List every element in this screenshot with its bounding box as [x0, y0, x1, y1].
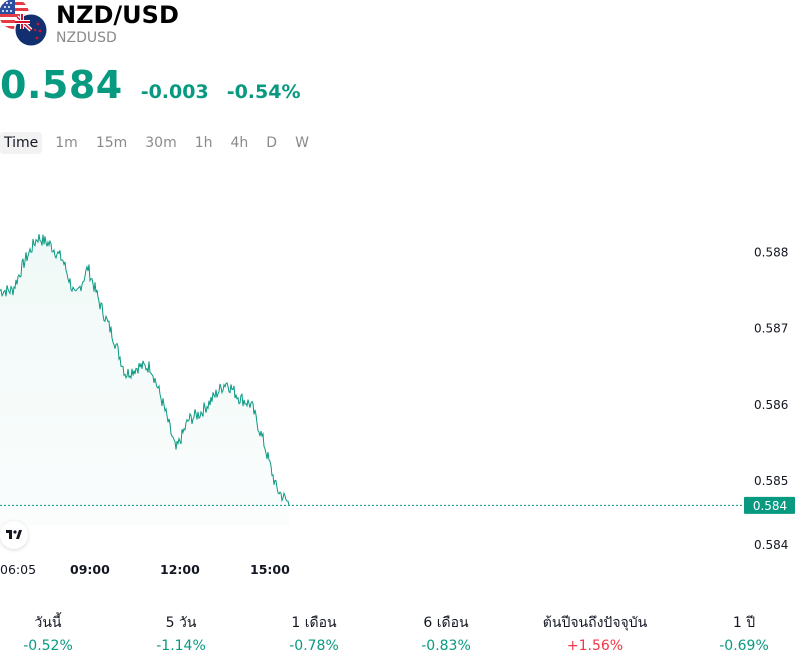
y-tick-label: 0.588 — [754, 245, 788, 259]
nz-flag-icon — [14, 13, 48, 47]
symbol-ticker: NZDUSD — [56, 30, 117, 46]
price-line — [0, 234, 290, 506]
perf-label: 1 ปี — [732, 615, 756, 631]
perf-label: 6 เดือน — [423, 615, 469, 631]
perf-ytd[interactable]: ต้นปีจนถึงปัจจุบัน +1.56% — [535, 612, 655, 654]
price-chart[interactable]: 0.588 0.587 0.586 0.585 0.584 06:05 09:00 12:0… — [0, 180, 800, 580]
last-price-badge-label: 0.584 — [753, 499, 787, 513]
price-area — [0, 234, 289, 525]
quote-row: 0.584 -0.003 -0.54% — [0, 63, 301, 107]
perf-label: 5 วัน — [165, 615, 197, 631]
y-tick-label: 0.584 — [754, 538, 788, 552]
x-tick-label: 06:05 — [0, 562, 36, 577]
tab-time[interactable]: Time — [0, 132, 43, 154]
perf-value: -0.52% — [23, 638, 73, 654]
y-axis: 0.588 0.587 0.586 0.585 0.584 — [754, 245, 788, 552]
tab-1m[interactable]: 1m — [55, 135, 78, 151]
tab-30m[interactable]: 30m — [145, 135, 177, 151]
perf-1m[interactable]: 1 เดือน -0.78% — [254, 612, 374, 654]
x-tick-label: 12:00 — [160, 562, 200, 577]
perf-value: -1.14% — [156, 638, 206, 654]
tab-15m[interactable]: 15m — [95, 135, 128, 151]
perf-6m[interactable]: 6 เดือน -0.83% — [386, 612, 506, 654]
tab-w[interactable]: W — [295, 135, 309, 151]
x-tick-label: 09:00 — [70, 562, 110, 577]
perf-value: -0.69% — [719, 638, 769, 654]
x-tick-label: 15:00 — [250, 562, 290, 577]
perf-value: +1.56% — [566, 638, 624, 654]
perf-label: 1 เดือน — [291, 615, 337, 631]
perf-label: วันนี้ — [34, 615, 62, 631]
perf-5d[interactable]: 5 วัน -1.14% — [121, 612, 241, 654]
symbol-title: NZD/USD — [56, 1, 179, 29]
tab-4h[interactable]: 4h — [230, 135, 249, 151]
timeframe-tabs: Time 1m 15m 30m 1h 4h D W — [0, 132, 318, 154]
y-tick-label: 0.585 — [754, 474, 788, 488]
x-axis: 06:05 09:00 12:00 15:00 — [0, 562, 290, 577]
y-tick-label: 0.586 — [754, 398, 788, 412]
performance-row: วันนี้ -0.52% 5 วัน -1.14% 1 เดือน -0.78… — [0, 612, 800, 662]
currency-flags — [0, 0, 50, 48]
tab-d[interactable]: D — [266, 135, 278, 151]
perf-1y[interactable]: 1 ปี -0.69% — [684, 612, 800, 654]
perf-today[interactable]: วันนี้ -0.52% — [0, 612, 108, 654]
y-tick-label: 0.587 — [754, 322, 788, 336]
perf-value: -0.83% — [421, 638, 471, 654]
perf-label: ต้นปีจนถึงปัจจุบัน — [542, 615, 648, 631]
price-change: -0.003 — [140, 81, 209, 103]
tradingview-logo-icon[interactable] — [0, 521, 28, 549]
last-price-badge: 0.584 — [744, 496, 795, 514]
last-price: 0.584 — [0, 63, 123, 107]
perf-value: -0.78% — [289, 638, 339, 654]
tab-1h[interactable]: 1h — [194, 135, 213, 151]
price-change-percent: -0.54% — [226, 81, 301, 103]
